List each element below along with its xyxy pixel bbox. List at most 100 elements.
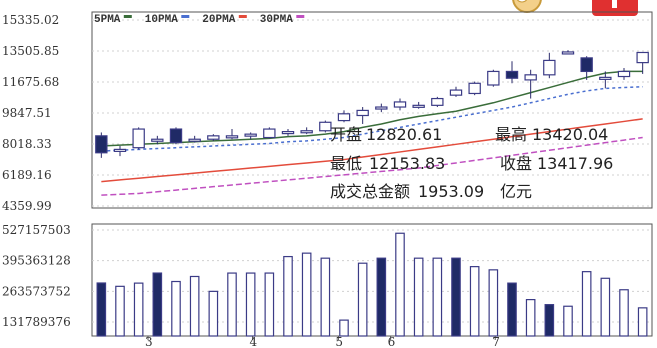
price-gridlines <box>92 19 652 207</box>
amount-unit: 亿元 <box>500 182 532 201</box>
volume-bar <box>245 272 256 337</box>
x-tick-label: 5 <box>335 335 343 348</box>
legend-swatch <box>123 15 132 18</box>
candle <box>263 127 276 139</box>
moving-average-lines <box>101 70 643 196</box>
open-value: 12820.61 <box>366 125 442 144</box>
price-axis-labels: 15335.02 13505.85 11675.68 9847.51 8018.33 61… <box>2 13 59 213</box>
candle <box>151 135 164 145</box>
price-tick-label: 9847.51 <box>2 106 52 120</box>
volume-bar <box>488 269 499 337</box>
candle-body <box>113 148 127 152</box>
volume-bar <box>619 289 629 337</box>
candle-body <box>468 82 481 95</box>
volume-gridlines <box>92 229 652 323</box>
ma5-line <box>101 70 643 147</box>
open-label: 开盘 <box>330 125 362 144</box>
volume-bar <box>600 277 611 337</box>
candle <box>599 71 612 89</box>
volume-bar <box>432 257 443 337</box>
price-tick-label: 11675.68 <box>2 75 59 89</box>
candle <box>319 120 332 133</box>
volume-bar <box>469 266 480 337</box>
volume-bar <box>563 305 573 337</box>
candle-body <box>281 131 295 135</box>
candle-body <box>188 138 201 142</box>
candle <box>468 81 481 96</box>
volume-bar <box>395 232 405 337</box>
volume-bar <box>339 319 349 337</box>
candle-body <box>263 128 276 139</box>
volume-bar <box>133 282 144 337</box>
candle <box>543 52 556 79</box>
candle-body <box>449 89 463 96</box>
candle-body <box>543 59 556 76</box>
x-tick-label: 6 <box>388 335 396 348</box>
volume-bar <box>376 257 387 337</box>
high-label: 最高 <box>495 125 527 144</box>
x-tick-label: 7 <box>492 335 500 348</box>
amount-value: 1953.09 <box>418 182 484 201</box>
candle <box>412 101 425 109</box>
volume-tick-label: 527157503 <box>2 223 71 237</box>
candle <box>113 146 127 157</box>
legend-swatch <box>238 15 247 18</box>
candle <box>132 127 145 150</box>
legend-label: 30PMA <box>260 14 293 26</box>
ma-legend: 5PMA 10PMA 20PMA 30PMA <box>94 14 305 26</box>
candle-body <box>225 135 239 139</box>
volume-bar <box>413 257 424 337</box>
candle-body <box>599 76 612 80</box>
candle-body <box>244 133 257 137</box>
volume-bars <box>96 232 648 337</box>
volume-bar <box>283 255 293 337</box>
candle <box>505 61 519 84</box>
candle-body <box>636 51 649 64</box>
volume-bar <box>544 304 555 337</box>
candle <box>300 127 313 135</box>
volume-bar <box>227 272 237 337</box>
price-tick-label: 15335.02 <box>2 13 59 27</box>
candle <box>356 107 369 124</box>
candle-body <box>487 70 500 86</box>
ma20-line <box>101 118 643 183</box>
ma30-line <box>101 136 643 196</box>
alert-icon[interactable] <box>592 0 638 16</box>
candle-body <box>580 57 593 73</box>
candle-body <box>561 51 575 55</box>
candle-body <box>375 106 388 110</box>
candlesticks <box>95 50 649 158</box>
volume-bar <box>264 272 275 337</box>
volume-tick-label: 395363128 <box>2 254 71 268</box>
high-value: 13420.04 <box>532 125 608 144</box>
price-tick-label: 4359.99 <box>2 199 52 213</box>
volume-bar <box>96 282 107 337</box>
candle <box>281 129 295 136</box>
volume-bar <box>301 252 312 337</box>
candle-body <box>356 109 369 117</box>
candle <box>580 56 593 80</box>
candle-body <box>319 121 332 132</box>
volume-bar <box>581 271 592 337</box>
candle-body <box>95 135 108 154</box>
magnifier-icon[interactable] <box>512 0 542 13</box>
volume-tick-label: 263573752 <box>2 284 71 298</box>
candle-body <box>393 101 407 108</box>
price-tick-label: 13505.85 <box>2 44 59 58</box>
date-axis-labels: 3 4 5 6 7 <box>145 335 500 348</box>
legend-label: 10PMA <box>145 14 178 26</box>
candle-body <box>300 130 313 134</box>
legend-label: 5PMA <box>94 14 121 26</box>
price-tick-label: 8018.33 <box>2 137 52 151</box>
volume-bar <box>525 299 536 337</box>
x-tick-label: 3 <box>145 335 153 348</box>
ma10-line <box>101 85 643 152</box>
candle-body <box>337 113 351 122</box>
info-panel: 开盘 12820.61 最高 13420.04 最低 12153.83 收盘 1… <box>330 125 613 201</box>
candle <box>337 110 351 123</box>
legend-swatch <box>296 15 305 18</box>
candle-body <box>412 104 425 108</box>
candle-body <box>505 70 519 79</box>
candle <box>636 51 649 74</box>
